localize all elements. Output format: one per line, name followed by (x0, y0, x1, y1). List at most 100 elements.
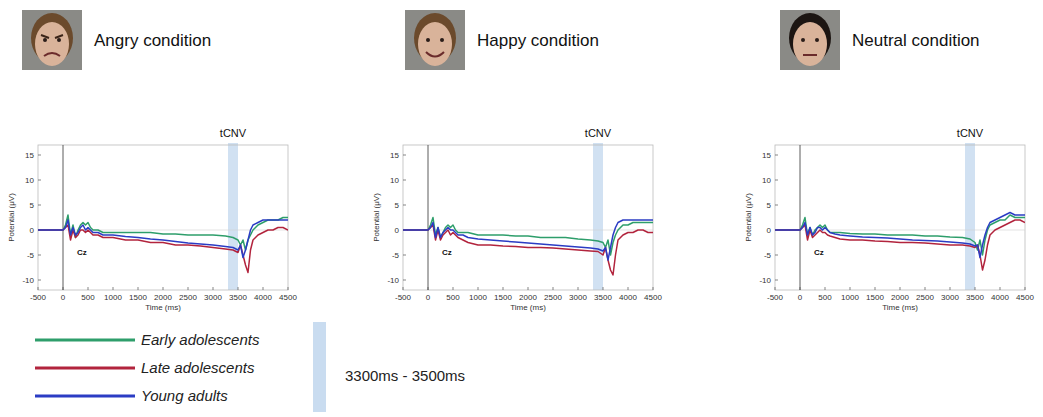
y-tick (38, 280, 41, 281)
y-axis-title: Potential (μV) (7, 193, 16, 242)
y-tick (775, 280, 778, 281)
face-eye (57, 38, 61, 42)
band-legend-label: 3300ms - 3500ms (345, 367, 465, 384)
x-tick (1025, 287, 1026, 290)
band-label: tCNV (957, 127, 984, 139)
x-tick (950, 287, 951, 290)
x-tick-label: -500 (767, 293, 784, 302)
legend-swatch (35, 395, 135, 398)
x-tick (528, 287, 529, 290)
y-tick-label: 15 (762, 151, 771, 160)
tcnv-band (593, 143, 603, 290)
x-tick-label: 2500 (544, 293, 562, 302)
y-tick (38, 205, 41, 206)
y-tick-label: 5 (767, 201, 772, 210)
x-tick-label: 1500 (494, 293, 512, 302)
x-tick (138, 287, 139, 290)
face-eye (801, 38, 805, 42)
x-tick (478, 287, 479, 290)
face-eye (43, 38, 47, 42)
x-tick-label: 0 (426, 293, 431, 302)
x-tick (238, 287, 239, 290)
y-tick (38, 155, 41, 156)
x-tick (653, 287, 654, 290)
y-tick-label: -5 (27, 251, 35, 260)
x-axis-title: Time (ms) (145, 303, 181, 312)
y-tick (403, 155, 406, 156)
onset-line (63, 145, 64, 290)
y-tick (775, 155, 778, 156)
x-tick-label: 3000 (569, 293, 587, 302)
y-tick-label: -10 (387, 276, 399, 285)
x-tick (88, 287, 89, 290)
x-tick-label: 2000 (154, 293, 172, 302)
x-tick-label: -500 (30, 293, 47, 302)
x-tick (213, 287, 214, 290)
x-tick-label: 2000 (519, 293, 537, 302)
legend-label: Late adolescents (141, 359, 255, 376)
x-tick-label: -500 (395, 293, 412, 302)
y-tick (403, 180, 406, 181)
face-skin (418, 22, 452, 66)
y-tick-label: 10 (390, 176, 399, 185)
figure: Angry conditiontCNV-10-5051015-500050010… (0, 0, 1043, 417)
y-tick-label: 0 (395, 226, 400, 235)
legend: Early adolescentsLate adolescentsYoung a… (35, 331, 260, 404)
face-eye (440, 38, 444, 42)
face-eye (426, 38, 430, 42)
data-group (775, 145, 1025, 290)
onset-line (800, 145, 801, 290)
face-skin (793, 22, 827, 66)
y-tick (775, 205, 778, 206)
y-tick (403, 205, 406, 206)
x-tick (263, 287, 264, 290)
x-tick-label: 1000 (104, 293, 122, 302)
x-tick (925, 287, 926, 290)
y-tick-label: 5 (395, 201, 400, 210)
face-mouth (803, 54, 817, 56)
x-tick-label: 4000 (254, 293, 272, 302)
x-tick-label: 3500 (229, 293, 247, 302)
band-legend: 3300ms - 3500ms (313, 322, 465, 412)
x-tick-label: 0 (61, 293, 66, 302)
plot-frame (403, 145, 653, 290)
x-tick-label: 0 (798, 293, 803, 302)
x-tick-label: 500 (818, 293, 832, 302)
x-tick-label: 1000 (469, 293, 487, 302)
data-group (403, 145, 653, 290)
x-tick (603, 287, 604, 290)
y-tick-label: -5 (764, 251, 772, 260)
x-tick-label: 1500 (866, 293, 884, 302)
x-tick (453, 287, 454, 290)
y-tick-label: 0 (767, 226, 772, 235)
x-tick (775, 287, 776, 290)
electrode-label: Cz (442, 248, 452, 257)
x-tick-label: 2500 (916, 293, 934, 302)
y-tick-label: 15 (390, 151, 399, 160)
x-tick (503, 287, 504, 290)
x-tick-label: 500 (446, 293, 460, 302)
x-tick (578, 287, 579, 290)
face-skin (35, 22, 69, 66)
y-tick-label: 10 (25, 176, 34, 185)
face-brow (41, 35, 63, 38)
band-legend-swatch (313, 322, 326, 412)
y-axis-title: Potential (μV) (372, 193, 381, 242)
x-tick (900, 287, 901, 290)
face-photo (780, 10, 840, 70)
electrode-label: Cz (77, 248, 87, 257)
series-line (775, 213, 1025, 258)
x-tick (975, 287, 976, 290)
panel: Happy conditiontCNV-10-5051015-500050010… (372, 10, 662, 312)
x-tick-label: 3000 (204, 293, 222, 302)
y-tick-label: -10 (22, 276, 34, 285)
y-tick (775, 255, 778, 256)
y-tick-label: -5 (392, 251, 400, 260)
x-tick (628, 287, 629, 290)
series-line (403, 220, 653, 260)
electrode-label: Cz (814, 248, 824, 257)
x-tick (113, 287, 114, 290)
x-tick-label: 4500 (644, 293, 662, 302)
panel-title: Neutral condition (852, 31, 980, 50)
x-tick (403, 287, 404, 290)
